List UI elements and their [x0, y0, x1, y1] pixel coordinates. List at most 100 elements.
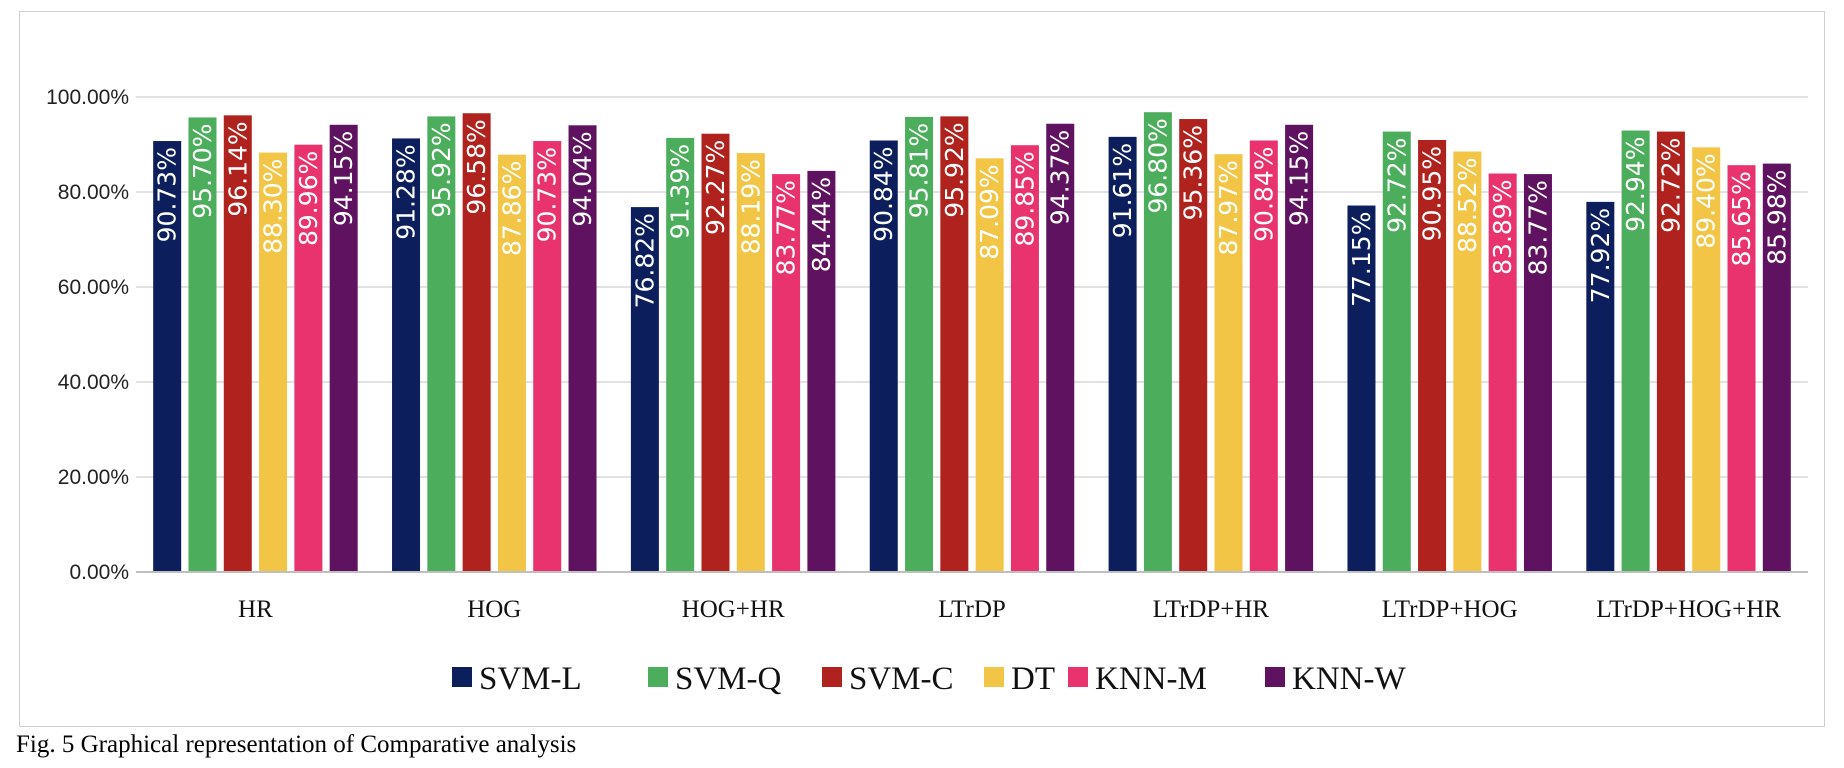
bar-knn-w: [1523, 174, 1552, 572]
bar-svm-c: [1656, 131, 1685, 572]
bar-knn-m: [1249, 140, 1278, 572]
bar-data-label: 76.82%: [630, 213, 659, 308]
bar-svm-l: [392, 138, 421, 573]
bar-data-label: 90.73%: [533, 147, 562, 242]
bar-svm-q: [427, 116, 456, 572]
bar-knn-w: [1762, 163, 1791, 572]
bar-chart: 0.00% 20.00% 40.00% 60.00% 80.00% 100.00% 90.7…: [46, 86, 1808, 697]
legend-label-dt: DT: [1011, 661, 1055, 697]
bar-data-label: 96.58%: [462, 119, 491, 214]
bar-data-label: 90.84%: [1249, 147, 1278, 242]
bar-data-label: 77.92%: [1586, 208, 1615, 303]
bar-svm-q: [905, 116, 934, 572]
chart-frame: 0.00% 20.00% 40.00% 60.00% 80.00% 100.00% 90.7…: [19, 11, 1825, 727]
bar-dt: [1453, 151, 1482, 572]
bar-dt: [497, 154, 526, 573]
bar-knn-m: [1010, 145, 1039, 572]
bar-data-label: 87.86%: [497, 161, 526, 256]
bar-data-label: 95.81%: [905, 123, 934, 218]
legend-label-knn-w: KNN-W: [1292, 661, 1406, 697]
bar-knn-m: [533, 141, 562, 572]
bar-knn-m: [294, 144, 323, 572]
bar-svm-c: [1179, 119, 1208, 572]
bar-data-label: 94.15%: [1285, 131, 1314, 226]
bar-data-label: 88.30%: [259, 159, 288, 254]
bar-data-label: 92.27%: [701, 140, 730, 235]
bar-data-label: 87.09%: [975, 164, 1004, 259]
bar-svm-c: [940, 116, 969, 572]
bar-dt: [259, 152, 288, 572]
bar-data-label: 92.72%: [1382, 138, 1411, 233]
y-tick-label: 80.00%: [58, 181, 129, 204]
bar-data-label: 94.04%: [568, 131, 597, 226]
y-tick-label: 100.00%: [46, 86, 129, 109]
bar-data-label: 95.36%: [1179, 125, 1208, 220]
bar-data-label: 94.37%: [1046, 130, 1075, 225]
bar-data-label: 88.19%: [736, 159, 765, 254]
bar-data-label: 96.14%: [223, 121, 252, 216]
bar-svm-c: [701, 133, 730, 572]
y-tick-label: 40.00%: [58, 371, 129, 394]
bar-data-label: 84.44%: [807, 177, 836, 272]
legend-label-svm-q: SVM-Q: [675, 661, 782, 697]
bar-svm-c: [462, 113, 491, 573]
bar-data-label: 88.52%: [1453, 158, 1482, 253]
bar-data-label: 95.70%: [188, 123, 217, 218]
bar-data-label: 90.84%: [869, 147, 898, 242]
y-tick-label: 60.00%: [58, 276, 129, 299]
bar-dt: [1692, 147, 1721, 572]
bar-svm-l: [630, 207, 659, 573]
bar-data-label: 89.96%: [294, 151, 323, 246]
bar-data-label: 95.92%: [940, 122, 969, 217]
legend-swatch-knn-m: [1068, 667, 1088, 687]
legend-swatch-svm-l: [452, 667, 472, 687]
y-tick-label: 0.00%: [69, 561, 129, 584]
bar-knn-m: [772, 174, 801, 572]
bar-data-label: 83.77%: [772, 180, 801, 275]
bar-svm-q: [188, 117, 217, 573]
bar-data-label: 95.92%: [427, 122, 456, 217]
bar-svm-q: [1621, 130, 1650, 572]
bar-svm-l: [153, 141, 182, 572]
bar-data-label: 91.61%: [1108, 143, 1137, 238]
bar-svm-c: [1418, 139, 1447, 573]
bar-svm-q: [666, 137, 695, 572]
legend-label-svm-c: SVM-C: [849, 661, 954, 697]
bar-data-label: 77.15%: [1347, 212, 1376, 307]
bar-svm-l: [1347, 205, 1376, 572]
bar-dt: [1214, 154, 1243, 572]
bar-knn-w: [329, 124, 358, 572]
bar-knn-w: [1285, 124, 1314, 572]
bar-svm-q: [1382, 131, 1411, 572]
bar-data-label: 90.73%: [153, 147, 182, 242]
bar-dt: [975, 158, 1004, 572]
bar-data-label: 92.94%: [1621, 137, 1650, 232]
bar-data-label: 85.65%: [1727, 171, 1756, 266]
legend-swatch-dt: [984, 667, 1004, 687]
bar-data-label: 96.80%: [1143, 118, 1172, 213]
bar-data-label: 94.15%: [329, 131, 358, 226]
bar-knn-m: [1727, 165, 1756, 572]
x-tick-label: LTrDP+HOG+HR: [1596, 596, 1781, 623]
bar-knn-w: [1046, 123, 1075, 573]
bar-svm-c: [223, 115, 252, 573]
x-tick-label: HOG+HR: [682, 596, 785, 623]
bar-data-label: 83.89%: [1488, 180, 1517, 275]
bar-svm-l: [1108, 136, 1137, 572]
bar-data-label: 89.40%: [1692, 153, 1721, 248]
bar-data-label: 89.85%: [1010, 151, 1039, 246]
bar-svm-q: [1143, 112, 1172, 572]
bar-knn-m: [1488, 173, 1517, 572]
bar-data-label: 92.72%: [1656, 138, 1685, 233]
x-tick-label: HR: [238, 596, 273, 623]
bar-svm-l: [1586, 201, 1615, 572]
figure-caption: Fig. 5 Graphical representation of Compa…: [16, 731, 577, 758]
legend-label-svm-l: SVM-L: [479, 661, 582, 697]
x-tick-label: LTrDP+HOG: [1382, 596, 1518, 623]
bar-knn-w: [807, 170, 836, 572]
bar-data-label: 83.77%: [1523, 180, 1552, 275]
legend-swatch-knn-w: [1265, 667, 1285, 687]
x-tick-label: LTrDP: [938, 596, 1006, 623]
bar-dt: [736, 153, 765, 572]
bar-data-label: 91.28%: [392, 144, 421, 239]
